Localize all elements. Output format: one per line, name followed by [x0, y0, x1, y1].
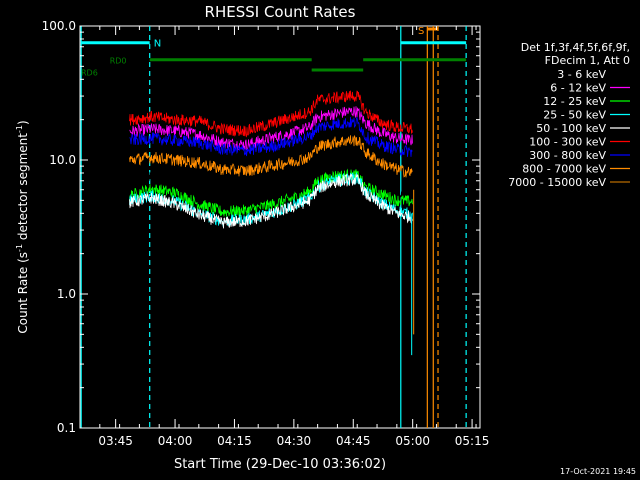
- x-tick-label: 04:45: [336, 434, 371, 448]
- legend-header-line1: Det 1f,3f,4f,5f,6f,9f,: [521, 41, 630, 54]
- x-tick-label: 04:00: [158, 434, 193, 448]
- series-line-100-300keV: [129, 90, 413, 138]
- chart-title: RHESSI Count Rates: [205, 3, 356, 21]
- legend-label: 7000 - 15000 keV: [508, 176, 606, 189]
- y-tick-label: 10.0: [49, 153, 76, 167]
- saa-bar-S-label: S: [418, 26, 424, 37]
- y-tick-label: 100.0: [42, 19, 76, 33]
- series-line-50-100keV: [129, 173, 413, 229]
- x-axis-label: Start Time (29-Dec-10 03:36:02): [174, 457, 386, 472]
- night-bar-N-label: N: [154, 39, 161, 50]
- series-line-12-25keV: [129, 168, 413, 217]
- y-axis-label-part2: detector segment: [16, 133, 30, 244]
- legend-label: 25 - 50 keV: [543, 109, 606, 122]
- y-tick-label: 0.1: [57, 421, 76, 435]
- flag-RD6-label: RD6: [81, 68, 98, 77]
- series-line-3-6keV: [129, 163, 413, 217]
- series-lines: [129, 90, 415, 356]
- timestamp: 17-Oct-2021 19:45: [560, 467, 636, 476]
- legend-label: 12 - 25 keV: [543, 95, 606, 108]
- legend-label: 800 - 7000 keV: [522, 163, 606, 176]
- x-tick-label: 04:30: [277, 434, 312, 448]
- legend-label: 6 - 12 keV: [550, 82, 606, 95]
- y-tick-label: 1.0: [57, 287, 76, 301]
- vertical-markers: [80, 26, 467, 428]
- y-axis-label-sup2: -1: [15, 125, 24, 133]
- y-axis-label-part1: Count Rate (s: [16, 252, 30, 334]
- legend-label: 50 - 100 keV: [536, 122, 606, 135]
- y-axis-ticks: 100.0 10.0 1.0 0.1: [42, 19, 480, 435]
- y-axis-label-sup1: -1: [15, 244, 24, 252]
- x-axis-ticks: 03:45 04:00 04:15 04:30 04:45 05:00 05:15: [79, 26, 490, 448]
- series-line-6-12keV: [129, 106, 413, 152]
- series-line-300-800keV: [129, 116, 413, 158]
- annotation-bars: N S RD0 RD6: [81, 26, 467, 77]
- y-axis-label: Count Rate (s-1 detector segment-1): [15, 120, 30, 333]
- x-tick-label: 04:15: [217, 434, 252, 448]
- x-tick-label: 03:45: [98, 434, 133, 448]
- legend-label: 300 - 800 keV: [529, 149, 606, 162]
- legend-header-line2: FDecim 1, Att 0: [545, 54, 630, 67]
- x-tick-label: 05:00: [395, 434, 430, 448]
- y-axis-label-part3: ): [16, 120, 30, 125]
- flag-RD0-label: RD0: [110, 57, 127, 66]
- plot-frame: [79, 25, 481, 429]
- series-line-800-7000keV: [129, 135, 413, 178]
- legend-label: 3 - 6 keV: [557, 68, 606, 81]
- x-tick-label: 05:15: [455, 434, 490, 448]
- legend-label: 100 - 300 keV: [529, 136, 606, 149]
